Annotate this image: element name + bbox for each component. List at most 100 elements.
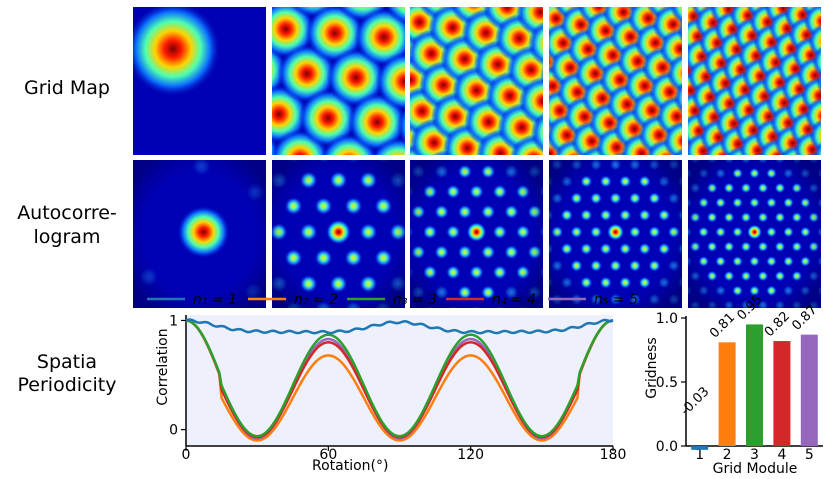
grid-field xyxy=(504,0,552,5)
series-line-1 xyxy=(185,318,614,335)
bar-x-tick-label: 5 xyxy=(805,447,814,463)
grid-field xyxy=(673,147,682,155)
legend-label-5: n₅ = 5 xyxy=(594,292,638,308)
bar-3 xyxy=(746,324,763,446)
autocorr-peak xyxy=(825,182,829,193)
grid-field xyxy=(820,97,821,107)
autocorrelogram-panel-2 xyxy=(272,160,405,308)
y-axis-label: Correlation xyxy=(155,328,171,405)
legend-label-1: n₁ = 1 xyxy=(193,292,237,308)
legend: n₁ = 1 n₂ = 2 n₃ = 3 n₄ = 4 n₅ = 5 xyxy=(147,292,638,308)
grid-field xyxy=(396,105,405,147)
grid-field xyxy=(540,64,543,87)
autocorr-peak xyxy=(677,310,690,323)
grid-field xyxy=(531,111,543,154)
autocorr-peak xyxy=(619,344,632,357)
bar-y-tick-label: 1.0 xyxy=(656,311,678,327)
grid-field xyxy=(133,7,221,97)
series-line-3 xyxy=(185,319,614,438)
grid-map-panel-3 xyxy=(410,0,552,155)
grid-field xyxy=(384,7,405,26)
grid-field xyxy=(571,0,613,2)
grid-field xyxy=(670,7,682,25)
autocorr-peak xyxy=(638,310,651,323)
autocorr-peak xyxy=(825,270,829,281)
grid-field xyxy=(819,7,821,16)
row-label-autocorrelogram-line1: Autocorre- xyxy=(17,202,117,224)
autocorrelogram-panel-1 xyxy=(133,160,266,308)
legend-label-2: n₂ = 2 xyxy=(294,292,338,308)
grid-field xyxy=(825,104,829,141)
bar-4 xyxy=(773,341,791,446)
grid-field xyxy=(354,7,405,67)
bar-x-tick-label: 3 xyxy=(750,447,759,463)
y-tick-label: 1 xyxy=(169,313,178,329)
autocorrelogram-panel-5 xyxy=(688,153,829,340)
autocorrelogram-panel-3 xyxy=(410,160,543,308)
grid-field xyxy=(519,77,543,126)
autocorr-vignette xyxy=(410,160,543,308)
x-tick-label: 180 xyxy=(600,447,627,463)
autocorr-vignette xyxy=(272,160,405,308)
grid-map-panel-4 xyxy=(549,0,705,155)
bar-x-tick-label: 1 xyxy=(695,447,704,463)
correlation-line-chart: 0 60 120 180 0 1 Rotation(°) Correlation xyxy=(155,313,626,474)
grid-field xyxy=(371,137,405,155)
autocorr-vignette xyxy=(549,160,682,308)
row-label-autocorrelogram-line2: logram xyxy=(34,226,101,248)
bar-value-label-2: 0.81 xyxy=(707,310,738,341)
bar-x-axis-label: Grid Module xyxy=(713,461,798,477)
autocorrelogram-panel-4 xyxy=(549,160,690,357)
y-tick-label: 0 xyxy=(169,423,178,439)
legend-label-3: n₃ = 3 xyxy=(393,292,437,308)
autocorr-peak xyxy=(825,212,829,223)
grid-field xyxy=(403,32,405,50)
row-label-grid-map: Grid Map xyxy=(24,77,110,99)
grid-field xyxy=(823,9,829,46)
autocorr-peak xyxy=(825,300,829,311)
autocorr-peak xyxy=(825,153,829,164)
grid-field xyxy=(663,0,705,2)
autocorr-peak xyxy=(668,327,681,340)
grid-field xyxy=(816,69,821,95)
x-tick-label: 0 xyxy=(182,447,191,463)
autocorr-vignette xyxy=(133,160,266,308)
grid-map-panel-1 xyxy=(133,7,266,155)
grid-field xyxy=(673,81,682,115)
grid-field xyxy=(666,53,682,94)
row-label-periodicity-line1: Spatia xyxy=(37,351,97,373)
x-tick-label: 60 xyxy=(319,447,337,463)
plot-area xyxy=(186,315,613,445)
grid-field xyxy=(375,52,405,111)
x-axis-label: Rotation(°) xyxy=(312,458,388,474)
autocorr-peak xyxy=(817,315,828,326)
autocorr-peak xyxy=(619,310,632,323)
bar-5 xyxy=(800,334,818,446)
bar-x-tick-label: 4 xyxy=(777,447,786,463)
bar-1 xyxy=(691,446,709,450)
autocorr-peak xyxy=(825,241,829,252)
grid-field xyxy=(305,7,365,63)
series-line-2 xyxy=(185,319,614,442)
grid-field xyxy=(677,17,682,44)
autocorr-peak xyxy=(690,329,701,340)
grid-field xyxy=(347,92,405,152)
autocorr-peak xyxy=(698,315,709,326)
gridness-bar-chart: 0.00.51.01 2 3 4 5 -0.030.810.950.820.87 Gri… xyxy=(644,292,823,477)
grid-field xyxy=(813,141,821,155)
bar-y-tick-label: 0.0 xyxy=(656,439,678,455)
grid-field xyxy=(681,116,682,129)
bar-y-tick-label: 0.5 xyxy=(656,375,678,391)
x-tick-label: 120 xyxy=(457,447,484,463)
autocorr-vignette xyxy=(688,160,821,308)
grid-field xyxy=(812,45,821,78)
bar-y-axis-label: Gridness xyxy=(644,337,660,398)
row-label-periodicity-line2: Periodicity xyxy=(18,374,117,396)
autocorr-peak xyxy=(629,327,642,340)
autocorrelogram-panels xyxy=(133,153,829,357)
grid-field xyxy=(528,21,543,66)
grid-map-panel-2 xyxy=(272,7,405,155)
grid-map-panels xyxy=(133,0,829,155)
bar-value-label-4: 0.82 xyxy=(762,309,793,340)
